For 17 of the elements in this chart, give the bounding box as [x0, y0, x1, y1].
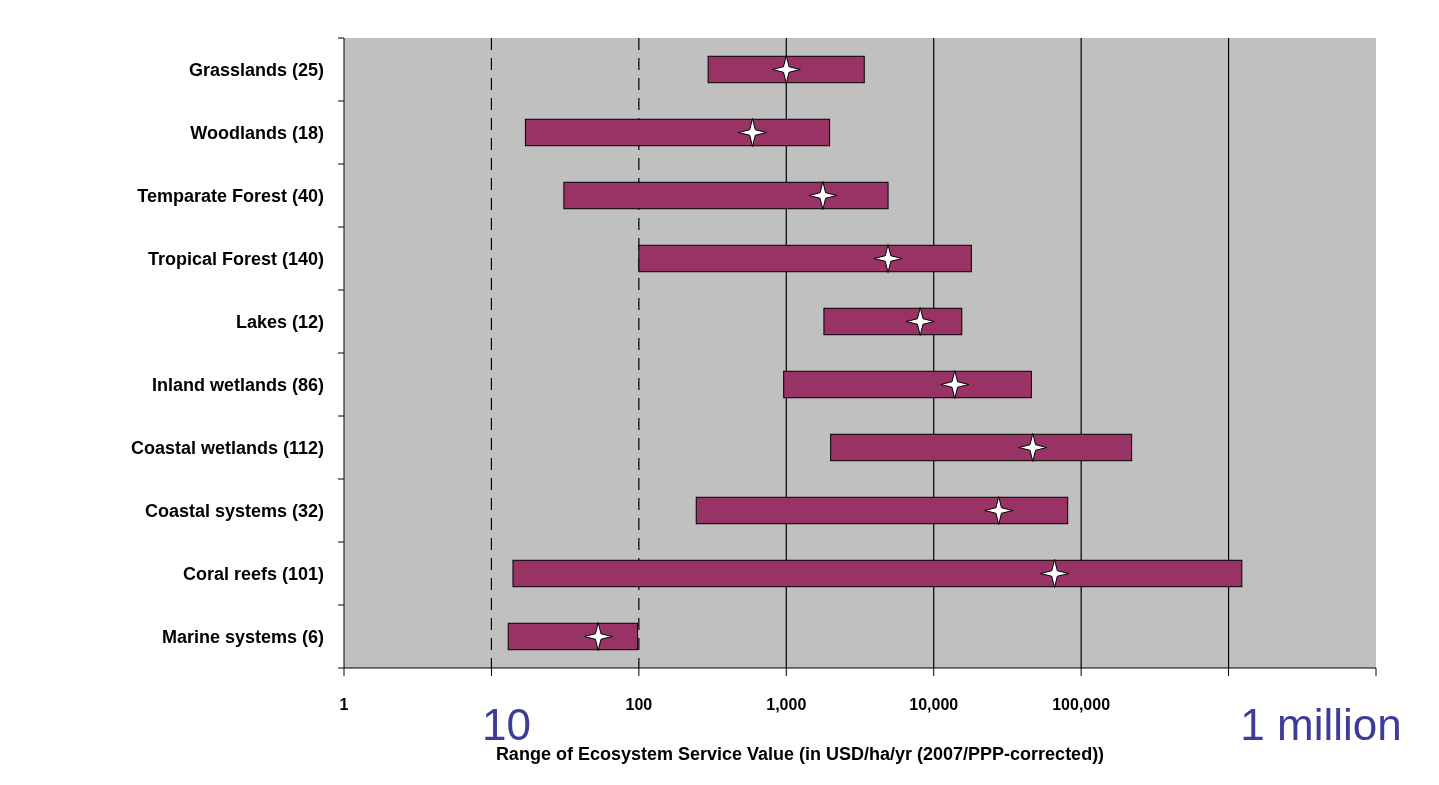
y-tick-label: Coastal wetlands (112) [130, 437, 324, 458]
y-tick-label: Marine systems (6) [161, 626, 324, 647]
y-tick-label: Lakes (12) [235, 311, 324, 332]
y-tick-label: Coastal systems (32) [144, 500, 324, 521]
x-axis-title: Range of Ecosystem Service Value (in USD/ha/yr (2007/PPP-corrected)) [495, 744, 1105, 764]
y-tick-label: Woodlands (18) [190, 122, 324, 143]
y-tick-label: Inland wetlands (86) [151, 374, 324, 395]
text: 1 million [1240, 700, 1402, 749]
x-tick-label: 100 [625, 696, 653, 713]
x-tick-label: 1 [339, 696, 349, 713]
y-tick-label: Tropical Forest (140) [147, 248, 324, 269]
x-tick-label: 10,000 [909, 696, 959, 713]
y-tick-label: Temparate Forest (40) [137, 185, 324, 206]
y-tick-label: Coral reefs (101) [182, 563, 324, 584]
x-tick-label: 1,000 [766, 696, 807, 713]
x-tick-label: 100,000 [1052, 696, 1111, 713]
y-tick-label: Grasslands (25) [188, 59, 324, 80]
